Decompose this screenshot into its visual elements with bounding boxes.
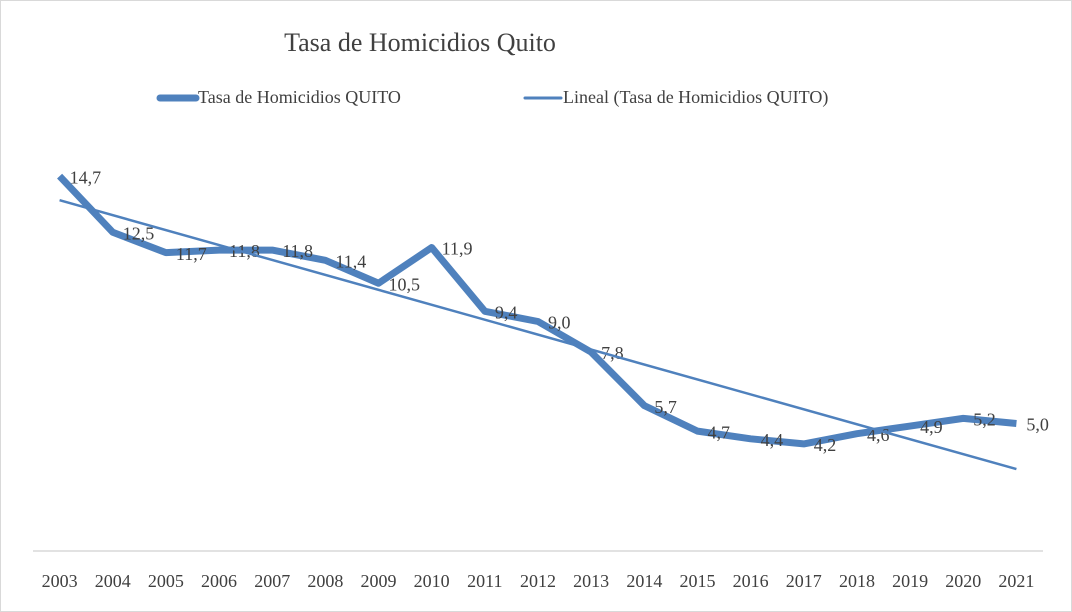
data-line [57,173,1017,448]
x-tick-label: 2014 [626,571,662,591]
x-tick-label: 2004 [95,571,131,591]
x-tick-label: 2012 [520,571,556,591]
data-label: 11,7 [176,244,207,264]
legend-label: Lineal (Tasa de Homicidios QUITO) [563,87,828,108]
x-tick-label: 2020 [945,571,981,591]
x-tick-label: 2010 [414,571,450,591]
trend-line [59,199,1017,471]
x-tick-label: 2008 [307,571,343,591]
data-label: 11,8 [282,241,313,261]
x-tick-label: 2017 [786,571,822,591]
data-label: 4,9 [920,417,943,437]
x-tick-label: 2005 [148,571,184,591]
x-tick-label: 2007 [254,571,290,591]
data-label: 11,4 [335,251,366,271]
x-tick-label: 2016 [733,571,769,591]
data-label: 11,9 [442,239,473,259]
data-label: 4,4 [761,430,784,450]
x-tick-label: 2009 [361,571,397,591]
data-label: 10,5 [389,274,421,294]
x-tick-label: 2003 [42,571,78,591]
x-tick-label: 2011 [467,571,502,591]
x-tick-label: 2015 [679,571,715,591]
x-tick-label: 2013 [573,571,609,591]
data-label: 4,7 [707,422,730,442]
data-label: 14,7 [70,167,102,187]
data-label: 12,5 [123,223,155,243]
x-tick-label: 2018 [839,571,875,591]
x-tick-label: 2019 [892,571,928,591]
data-label: 9,4 [495,302,518,322]
chart-title: Tasa de Homicidios Quito [284,28,556,57]
data-label: 5,7 [654,397,677,417]
x-tick-label: 2006 [201,571,237,591]
data-label: 5,2 [973,410,996,430]
data-label: 4,2 [814,435,837,455]
legend-label: Tasa de Homicidios QUITO [198,87,401,107]
x-tick-label: 2021 [998,571,1034,591]
data-label: 5,0 [1026,415,1049,435]
data-label: 9,0 [548,313,571,333]
